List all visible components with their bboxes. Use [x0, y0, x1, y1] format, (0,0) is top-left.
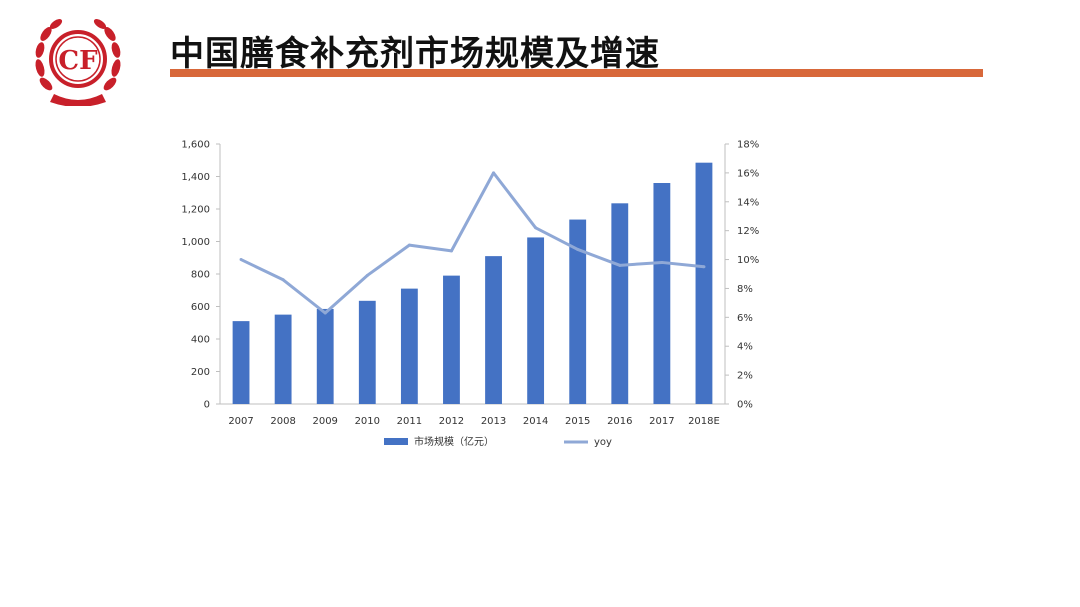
bar	[274, 314, 292, 404]
bar	[443, 275, 460, 404]
bar	[653, 183, 671, 404]
y-tick-label: 600	[191, 302, 210, 313]
x-tick-label: 2010	[355, 416, 380, 427]
yoy-point	[702, 265, 706, 269]
yoy-point	[618, 263, 622, 267]
yoy-point	[239, 258, 243, 262]
y2-tick-label: 18%	[737, 140, 759, 151]
bar	[695, 162, 713, 404]
bar	[485, 256, 502, 404]
y-tick-label: 800	[191, 270, 210, 281]
y-tick-label: 1,000	[181, 237, 210, 248]
y2-tick-label: 0%	[737, 400, 753, 411]
yoy-point	[660, 260, 664, 264]
yoy-point	[449, 249, 453, 253]
y-tick-label: 0	[204, 400, 210, 411]
y2-tick-label: 2%	[737, 371, 753, 382]
y2-tick-label: 12%	[737, 226, 759, 237]
legend-label-line: yoy	[594, 437, 612, 448]
x-tick-label: 2013	[481, 416, 506, 427]
yoy-point	[323, 311, 327, 315]
bar	[232, 321, 250, 404]
yoy-line	[240, 171, 705, 315]
bar	[316, 308, 334, 404]
y2-tick-label: 6%	[737, 313, 753, 324]
y2-tick-label: 16%	[737, 168, 759, 179]
legend-swatch-bars	[384, 438, 408, 445]
x-tick-label: 2014	[523, 416, 548, 427]
y-tick-label: 400	[191, 335, 210, 346]
x-tick-label: 2016	[607, 416, 632, 427]
y2-tick-label: 14%	[737, 197, 759, 208]
y-tick-label: 1,600	[181, 140, 210, 151]
yoy-point	[492, 171, 496, 175]
y-tick-label: 1,400	[181, 172, 210, 183]
yoy-point	[576, 247, 580, 251]
x-tick-label: 2009	[312, 416, 337, 427]
legend-label-bars: 市场规模（亿元）	[414, 435, 494, 448]
x-tick-label: 2007	[228, 416, 253, 427]
page-title: 中国膳食补充剂市场规模及增速	[170, 34, 660, 74]
bar	[569, 219, 587, 404]
cf-logo: CF	[35, 19, 121, 106]
x-tick-label: 2008	[270, 416, 295, 427]
yoy-point	[407, 243, 411, 247]
yoy-point	[534, 226, 538, 230]
y-tick-label: 1,200	[181, 205, 210, 216]
bar	[400, 288, 418, 404]
bar	[527, 237, 545, 404]
x-tick-label: 2018E	[688, 416, 720, 427]
market-size-chart: 0 200 400 600 800 1,000 1,200 1,400 1,600 0% 2% 4% 6…	[181, 140, 759, 449]
x-tick-label: 2015	[565, 416, 590, 427]
y2-tick-label: 8%	[737, 284, 753, 295]
y2-tick-label: 4%	[737, 342, 753, 353]
x-tick-label: 2012	[439, 416, 464, 427]
svg-text:CF: CF	[58, 46, 98, 76]
title-underline	[170, 69, 983, 77]
x-tick-label: 2017	[649, 416, 674, 427]
yoy-point	[281, 278, 285, 282]
bar	[611, 203, 629, 404]
y2-tick-label: 10%	[737, 255, 759, 266]
bar	[358, 300, 376, 404]
x-tick-label: 2011	[397, 416, 422, 427]
y-tick-label: 200	[191, 367, 210, 378]
yoy-point	[365, 273, 369, 277]
